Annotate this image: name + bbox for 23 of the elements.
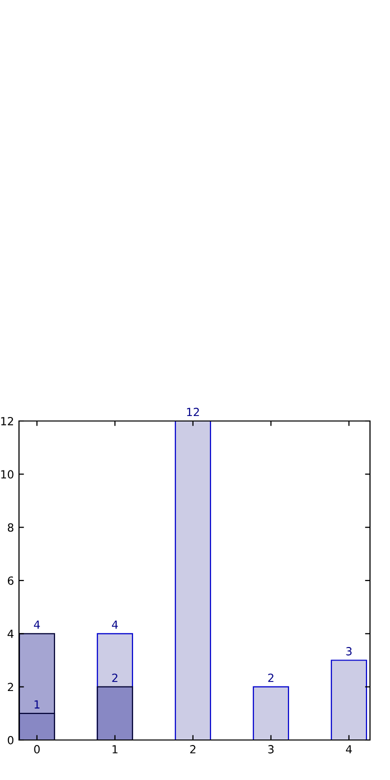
y-tick-label: 8	[8, 523, 14, 532]
y-tick-label: 2	[8, 682, 14, 692]
y-tick-label: 6	[8, 576, 14, 585]
data-label: 3	[346, 647, 352, 656]
data-label: 4	[112, 620, 118, 629]
bar	[96, 686, 134, 740]
x-tick-label: 0	[34, 745, 40, 754]
data-label: 1	[34, 700, 40, 708]
x-tick-label: 3	[268, 745, 274, 754]
data-label: 2	[112, 674, 118, 682]
data-label: 2	[268, 674, 274, 682]
x-tick-label: 2	[190, 745, 196, 754]
data-label: 4	[34, 620, 40, 629]
y-tick-label: 0	[8, 736, 14, 744]
y-tick-label: 10	[1, 470, 14, 479]
y-tick-label: 4	[8, 630, 14, 638]
y-tick-label: 12	[1, 416, 14, 426]
x-tick-label: 1	[112, 745, 118, 754]
data-label: 12	[187, 408, 199, 416]
bar	[252, 686, 290, 740]
x-tick-label: 4	[346, 745, 352, 754]
bar	[330, 660, 368, 740]
bar	[174, 421, 212, 740]
